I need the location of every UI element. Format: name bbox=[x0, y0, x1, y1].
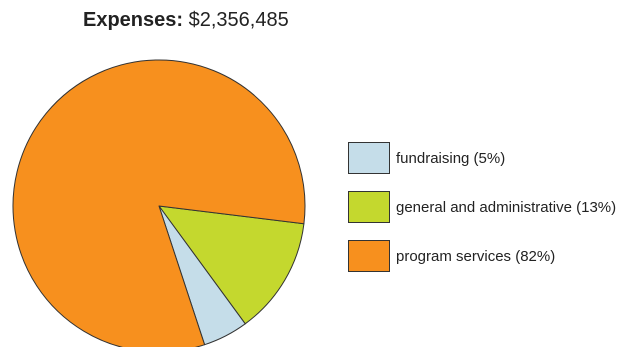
legend-swatch-general-administrative bbox=[348, 191, 390, 223]
legend-swatch-fundraising bbox=[348, 142, 390, 174]
chart-title: Expenses: $2,356,485 bbox=[83, 6, 289, 34]
slice-general-administrative bbox=[158, 205, 305, 325]
legend-label-fundraising: fundraising (5%) bbox=[396, 149, 506, 167]
legend-item-general-administrative: general and administrative (13%) bbox=[348, 190, 616, 224]
legend-label-general-administrative: general and administrative (13%) bbox=[396, 198, 617, 216]
chart-title-total: $2,356,485 bbox=[188, 9, 289, 31]
legend-swatch-program-services bbox=[348, 240, 390, 272]
legend-item-fundraising: fundraising (5%) bbox=[348, 141, 616, 175]
legend: fundraising (5%) general and administrat… bbox=[348, 141, 616, 288]
chart-title-label: Expenses: bbox=[83, 9, 184, 31]
legend-item-program-services: program services (82%) bbox=[348, 239, 616, 273]
slice-program-services bbox=[12, 59, 306, 347]
legend-label-program-services: program services (82%) bbox=[396, 247, 556, 265]
